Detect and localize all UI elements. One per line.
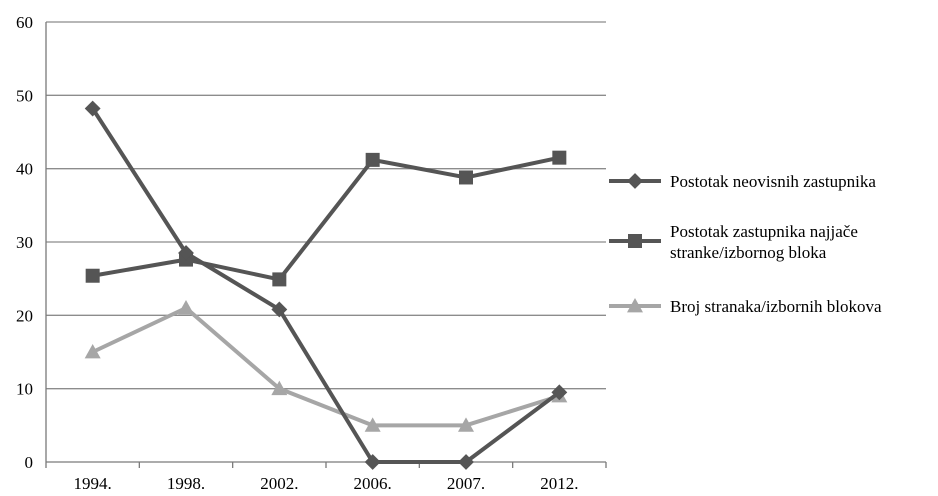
x-tick-label: 2006. bbox=[354, 474, 392, 493]
y-tick-label: 30 bbox=[16, 233, 33, 252]
data-point-square bbox=[552, 150, 567, 165]
legend-item: Postotak zastupnika najjače stranke/izbor… bbox=[609, 222, 858, 262]
x-tick-label: 2007. bbox=[447, 474, 485, 493]
legend-item: Postotak neovisnih zastupnika bbox=[609, 172, 876, 191]
data-point-triangle bbox=[178, 300, 194, 315]
y-tick-label: 40 bbox=[16, 160, 33, 179]
legend: Postotak neovisnih zastupnika Postotak za… bbox=[609, 172, 882, 316]
y-tick-label: 50 bbox=[16, 86, 33, 105]
data-point-diamond bbox=[84, 100, 101, 117]
series-line bbox=[90, 107, 561, 464]
data-point-diamond bbox=[364, 454, 381, 470]
legend-label: stranke/izbornog bloka bbox=[670, 243, 827, 262]
series-line bbox=[92, 155, 560, 282]
series-diamond bbox=[84, 100, 568, 470]
axes bbox=[45, 22, 607, 468]
legend-label: Postotak zastupnika najjače bbox=[670, 222, 858, 241]
x-tick-label: 1998. bbox=[167, 474, 205, 493]
legend-label: Broj stranaka/izbornih blokova bbox=[670, 297, 882, 316]
y-tick-label: 20 bbox=[16, 306, 33, 325]
y-tick-label: 10 bbox=[16, 380, 33, 399]
y-tick-labels: 0 10 20 30 40 50 60 bbox=[16, 13, 33, 472]
data-point-diamond bbox=[271, 301, 288, 318]
legend-marker-square bbox=[628, 234, 642, 248]
series-triangle bbox=[84, 300, 568, 432]
data-point-square bbox=[365, 152, 380, 167]
grid-lines bbox=[46, 21, 606, 390]
data-point-triangle bbox=[84, 344, 101, 359]
data-point-square bbox=[272, 272, 287, 287]
legend-label: Postotak neovisnih zastupnika bbox=[670, 172, 876, 191]
data-point-triangle bbox=[271, 380, 288, 396]
data-point-square bbox=[85, 268, 100, 283]
y-tick-label: 0 bbox=[25, 453, 34, 472]
y-tick-label: 60 bbox=[16, 13, 33, 32]
x-tick-label: 1994. bbox=[74, 474, 112, 493]
series-square bbox=[85, 150, 567, 287]
data-point-diamond bbox=[551, 384, 568, 401]
legend-marker-triangle bbox=[627, 298, 643, 313]
legend-item: Broj stranaka/izbornih blokova bbox=[609, 297, 882, 316]
series-line bbox=[91, 306, 560, 428]
legend-marker-diamond bbox=[627, 173, 643, 189]
data-point-diamond bbox=[458, 454, 474, 470]
x-tick-labels: 1994. 1998. 2002. 2006. 2007. 2012. bbox=[74, 474, 579, 493]
x-tick-label: 2012. bbox=[540, 474, 578, 493]
data-point-triangle bbox=[458, 417, 474, 432]
data-point-square bbox=[459, 170, 473, 185]
x-tick-label: 2002. bbox=[260, 474, 298, 493]
data-point-diamond bbox=[178, 245, 194, 261]
data-point-triangle bbox=[364, 417, 381, 432]
series bbox=[84, 100, 568, 470]
